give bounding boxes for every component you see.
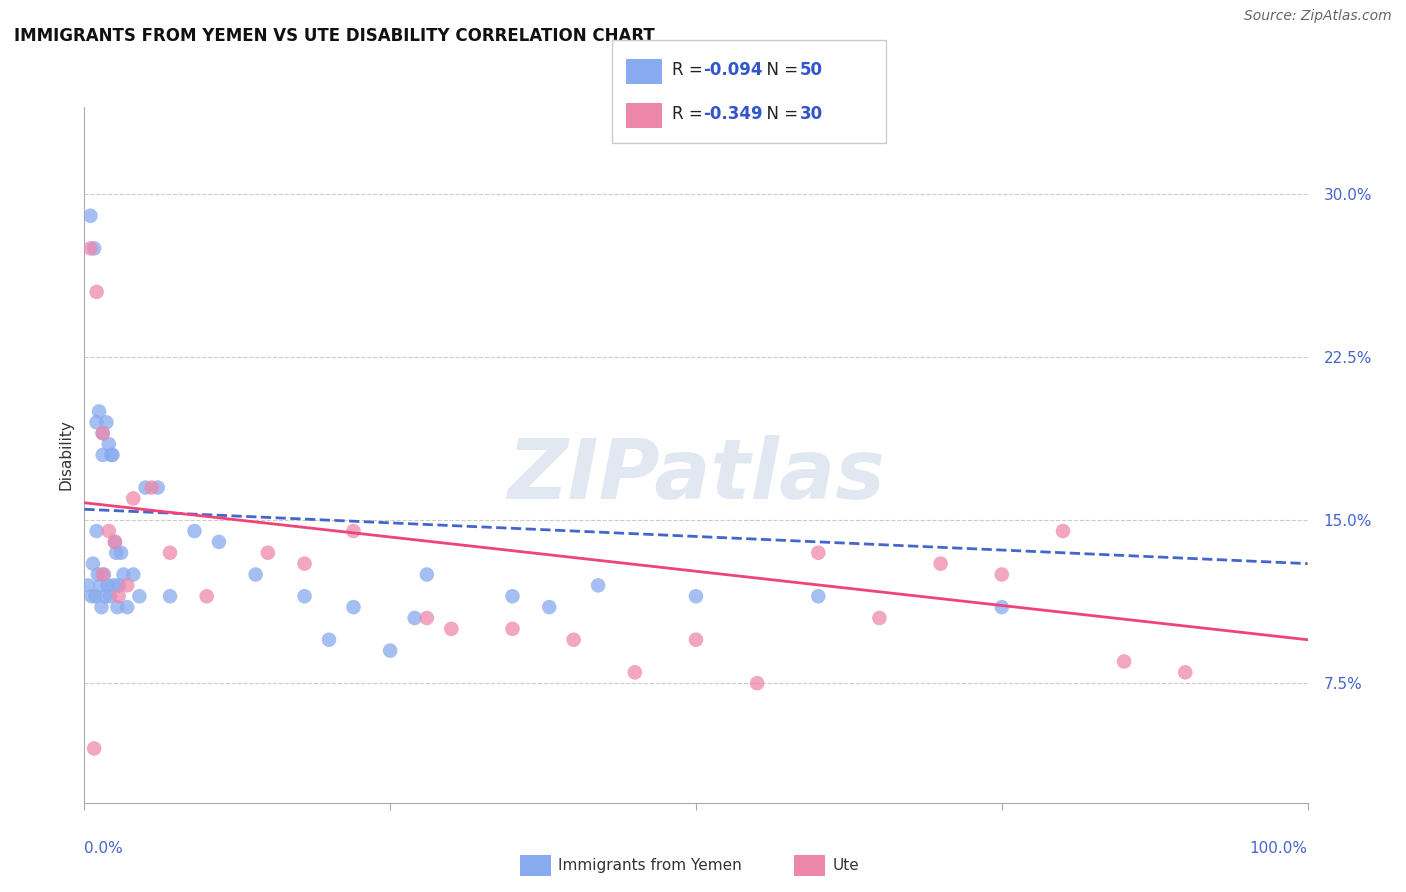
- Point: [87, 567, 110, 582]
- Point: [380, 643, 402, 657]
- Point: [93, 567, 115, 582]
- Point: [991, 600, 1014, 615]
- Point: [100, 448, 122, 462]
- Point: [747, 676, 769, 690]
- Point: [1114, 655, 1136, 669]
- Point: [107, 589, 129, 603]
- Point: [624, 665, 647, 680]
- Point: [195, 589, 218, 603]
- Point: [183, 524, 205, 538]
- Point: [112, 567, 135, 582]
- Point: [96, 415, 118, 429]
- Point: [82, 557, 104, 571]
- Point: [208, 534, 231, 549]
- Point: [83, 741, 105, 756]
- Point: [86, 524, 108, 538]
- Text: Immigrants from Yemen: Immigrants from Yemen: [558, 858, 742, 872]
- Text: R =: R =: [672, 105, 709, 123]
- Point: [98, 589, 121, 603]
- Point: [97, 578, 120, 592]
- Point: [83, 241, 105, 255]
- Text: Ute: Ute: [832, 858, 859, 872]
- Point: [141, 481, 163, 495]
- Point: [440, 622, 463, 636]
- Text: IMMIGRANTS FROM YEMEN VS UTE DISABILITY CORRELATION CHART: IMMIGRANTS FROM YEMEN VS UTE DISABILITY …: [14, 27, 655, 45]
- Point: [86, 285, 108, 299]
- Point: [104, 534, 127, 549]
- Point: [294, 589, 316, 603]
- Point: [146, 481, 169, 495]
- Point: [91, 426, 114, 441]
- Point: [94, 589, 117, 603]
- Text: -0.094: -0.094: [703, 61, 762, 78]
- Point: [501, 589, 523, 603]
- Point: [257, 546, 280, 560]
- Point: [1052, 524, 1074, 538]
- Point: [80, 589, 103, 603]
- Text: Source: ZipAtlas.com: Source: ZipAtlas.com: [1244, 9, 1392, 23]
- Point: [87, 404, 110, 418]
- Point: [77, 578, 100, 592]
- Point: [104, 534, 127, 549]
- Point: [107, 578, 129, 592]
- Point: [991, 567, 1014, 582]
- Point: [342, 600, 364, 615]
- Point: [404, 611, 426, 625]
- Point: [110, 546, 132, 560]
- Point: [869, 611, 891, 625]
- Point: [685, 632, 707, 647]
- Point: [115, 578, 138, 592]
- Text: N =: N =: [756, 105, 804, 123]
- Point: [105, 546, 128, 560]
- Text: -0.349: -0.349: [703, 105, 762, 123]
- Point: [135, 481, 157, 495]
- Point: [91, 448, 114, 462]
- Point: [685, 589, 707, 603]
- Point: [79, 209, 101, 223]
- Point: [122, 567, 145, 582]
- Point: [318, 632, 340, 647]
- Point: [97, 524, 120, 538]
- Point: [122, 491, 145, 506]
- Point: [101, 448, 124, 462]
- Text: R =: R =: [672, 61, 709, 78]
- Point: [294, 557, 316, 571]
- Text: ZIPatlas: ZIPatlas: [508, 435, 884, 516]
- Text: 50: 50: [800, 61, 823, 78]
- Point: [538, 600, 561, 615]
- Text: N =: N =: [756, 61, 804, 78]
- Point: [105, 600, 128, 615]
- Point: [929, 557, 952, 571]
- Point: [501, 622, 523, 636]
- Text: 0.0%: 0.0%: [84, 841, 124, 856]
- Point: [103, 578, 125, 592]
- Point: [1174, 665, 1197, 680]
- Point: [86, 415, 108, 429]
- Point: [245, 567, 267, 582]
- Point: [91, 567, 114, 582]
- Point: [91, 426, 114, 441]
- Text: 100.0%: 100.0%: [1250, 841, 1308, 856]
- Point: [79, 241, 101, 255]
- Text: 30: 30: [800, 105, 823, 123]
- Point: [416, 567, 439, 582]
- Point: [89, 578, 111, 592]
- Point: [416, 611, 439, 625]
- Point: [159, 546, 181, 560]
- Point: [97, 437, 120, 451]
- Point: [807, 589, 830, 603]
- Y-axis label: Disability: Disability: [58, 419, 73, 491]
- Point: [115, 600, 138, 615]
- Point: [342, 524, 364, 538]
- Point: [586, 578, 609, 592]
- Point: [84, 589, 107, 603]
- Point: [159, 589, 181, 603]
- Point: [562, 632, 585, 647]
- Point: [128, 589, 150, 603]
- Point: [90, 600, 112, 615]
- Point: [807, 546, 830, 560]
